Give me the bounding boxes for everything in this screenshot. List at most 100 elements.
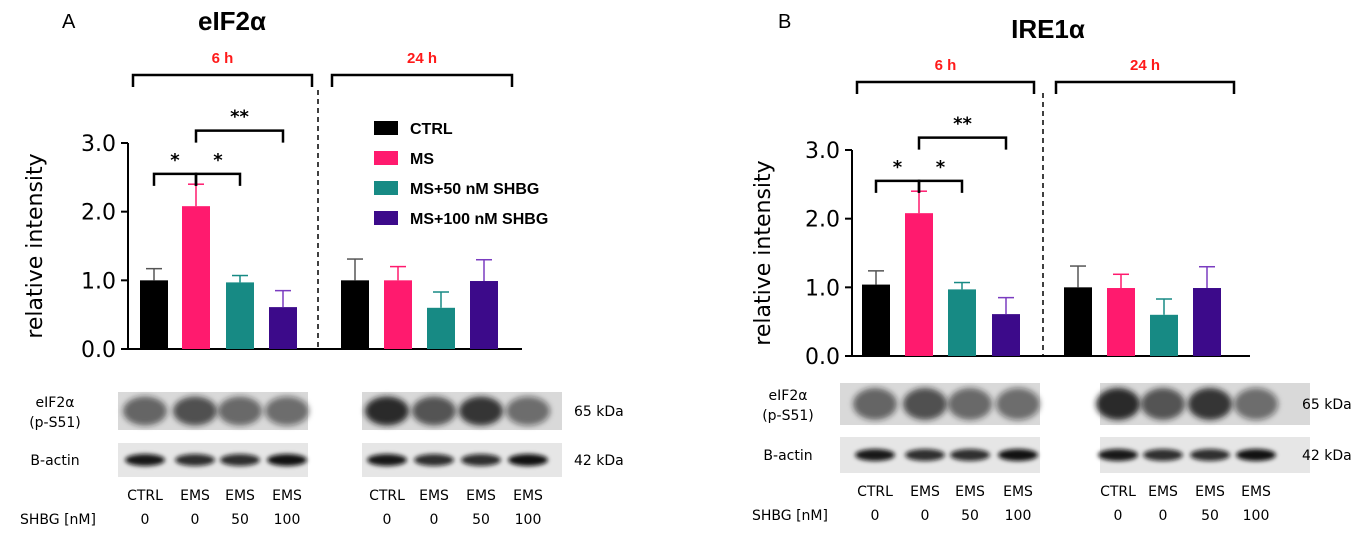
shbg-value: 0: [141, 512, 150, 528]
bar: [182, 206, 210, 349]
y-axis-label: relative intensity: [751, 160, 776, 345]
blot-band: [265, 396, 309, 426]
bar: [269, 307, 297, 349]
blot-band: [1143, 449, 1183, 461]
blot-row-label: eIF2α: [769, 388, 808, 404]
shbg-value: 0: [1159, 508, 1168, 524]
y-tick-label: 1.0: [81, 269, 116, 294]
shbg-axis-label: SHBG [nM]: [752, 508, 828, 524]
significance-label: *: [936, 157, 946, 178]
shbg-value: 0: [1114, 508, 1123, 524]
shbg-axis-label: SHBG [nM]: [20, 512, 96, 528]
y-tick-label: 2.0: [81, 201, 116, 226]
legend-swatch: [374, 151, 398, 165]
shbg-value: 0: [871, 508, 880, 524]
blot-row-label: B-actin: [763, 448, 812, 464]
blot-band: [1141, 388, 1185, 420]
shbg-value: 0: [430, 512, 439, 528]
significance-bracket: [917, 136, 1008, 150]
significance-label: *: [170, 150, 180, 171]
shbg-value: 50: [1201, 508, 1219, 524]
blot-band: [1098, 449, 1138, 461]
blot-row-label: (p-S51): [762, 408, 814, 424]
condition-label: EMS: [180, 488, 210, 504]
blot-band: [459, 396, 503, 426]
blot-band: [123, 396, 167, 426]
legend-label: CTRL: [410, 121, 453, 138]
bar: [341, 280, 369, 349]
condition-label: EMS: [419, 488, 449, 504]
y-tick-label: 0.0: [81, 338, 116, 363]
bar: [470, 281, 498, 349]
kda-label: 65 kDa: [574, 404, 624, 420]
blot-band: [1096, 388, 1140, 420]
western-blot: eIF2α (p-S51) 65 kDa B-actin 42 kDa CTRL 0 EMS 0…: [752, 383, 1352, 524]
y-tick-label: 2.0: [805, 208, 840, 233]
panel-letter: B: [778, 11, 791, 33]
blot-band: [1234, 388, 1278, 420]
significance-label: *: [213, 150, 223, 171]
time-bracket: [131, 73, 314, 87]
bar: [140, 280, 168, 349]
blot-band: [461, 454, 501, 466]
time-bracket: [330, 73, 514, 87]
shbg-value: 0: [383, 512, 392, 528]
condition-label: EMS: [910, 484, 940, 500]
shbg-value: 50: [961, 508, 979, 524]
bar: [226, 282, 254, 349]
y-tick-label: 1.0: [805, 276, 840, 301]
significance-label: **: [953, 114, 972, 135]
bar: [1150, 314, 1178, 356]
panel-letter: A: [62, 11, 76, 33]
y-axis-label: relative intensity: [23, 153, 48, 338]
condition-label: CTRL: [369, 488, 405, 504]
condition-label: EMS: [1241, 484, 1271, 500]
significance-label: *: [893, 157, 903, 178]
blot-band: [220, 454, 260, 466]
legend-label: MS: [410, 151, 434, 168]
shbg-value: 100: [1005, 508, 1032, 524]
condition-label: EMS: [1003, 484, 1033, 500]
time-label: 24 h: [407, 50, 437, 67]
shbg-value: 0: [191, 512, 200, 528]
condition-label: EMS: [1195, 484, 1225, 500]
condition-label: EMS: [513, 488, 543, 504]
kda-label: 42 kDa: [1302, 448, 1352, 464]
blot-band: [365, 396, 409, 426]
panel-b: B IRE1α 6 h 24 h 0.0 1.0 2.0 3.0 relative intens…: [751, 11, 1352, 524]
legend-swatch: [374, 211, 398, 225]
kda-label: 65 kDa: [1302, 397, 1352, 413]
blot-band: [950, 449, 990, 461]
condition-label: EMS: [225, 488, 255, 504]
blot-band: [998, 449, 1038, 461]
blot-band: [506, 396, 550, 426]
chart-title: IRE1α: [1011, 14, 1085, 44]
shbg-value: 100: [515, 512, 542, 528]
blot-band: [508, 454, 548, 466]
y-tick-label: 0.0: [805, 345, 840, 370]
significance-label: **: [230, 107, 249, 128]
blot-band: [367, 454, 407, 466]
legend-label: MS+100 nM SHBG: [410, 211, 548, 228]
western-blot: eIF2α (p-S51) 65 kDa B-actin 42 kDa CTRL 0 EMS 0…: [20, 392, 624, 528]
blot-band: [1188, 388, 1232, 420]
bar: [1107, 288, 1135, 356]
blot-band: [218, 396, 262, 426]
bar: [1193, 288, 1221, 356]
condition-label: EMS: [466, 488, 496, 504]
blot-band: [175, 454, 215, 466]
legend-swatch: [374, 181, 398, 195]
significance-bracket: [917, 179, 964, 193]
shbg-value: 50: [231, 512, 249, 528]
bar: [992, 314, 1020, 356]
condition-label: EMS: [272, 488, 302, 504]
shbg-value: 50: [472, 512, 490, 528]
chart-title: eIF2α: [198, 6, 266, 36]
significance-bracket: [194, 172, 242, 186]
legend-swatch: [374, 121, 398, 135]
bar: [1064, 287, 1092, 356]
shbg-value: 100: [274, 512, 301, 528]
blot-band: [1190, 449, 1230, 461]
